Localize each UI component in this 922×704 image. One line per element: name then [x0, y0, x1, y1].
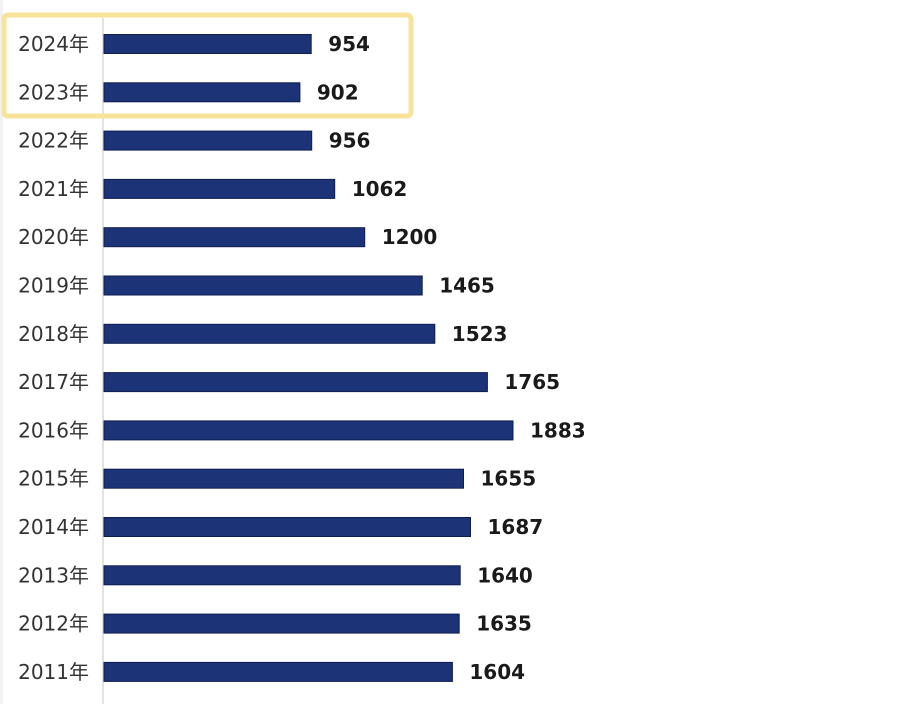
category-label-12: 2012年 — [18, 612, 89, 636]
category-labels-group: 2024年 2023年 2022年 2021年 2020年 2019年 2018年 2017年… — [18, 32, 89, 684]
bar-0 — [103, 34, 312, 54]
value-label-6: 1523 — [452, 322, 508, 346]
bar-5 — [103, 275, 423, 296]
bar-9 — [103, 468, 464, 489]
value-label-0: 954 — [328, 32, 370, 56]
category-label-2: 2022年 — [18, 129, 89, 153]
value-label-5: 1465 — [439, 274, 495, 298]
value-label-13: 1604 — [469, 660, 525, 684]
bar-3 — [103, 178, 336, 199]
category-label-3: 2021年 — [18, 177, 89, 201]
bar-7 — [103, 372, 488, 393]
category-label-8: 2016年 — [18, 418, 89, 442]
bar-12 — [103, 613, 460, 634]
bar-1 — [103, 82, 301, 103]
bar-13 — [103, 661, 453, 682]
category-label-11: 2013年 — [18, 563, 89, 587]
value-label-4: 1200 — [382, 225, 438, 249]
value-label-9: 1655 — [481, 467, 537, 491]
value-label-12: 1635 — [476, 612, 532, 636]
bars-group — [103, 34, 514, 682]
bar-4 — [103, 227, 366, 248]
bar-11 — [103, 565, 461, 586]
bar-6 — [103, 323, 436, 344]
value-label-7: 1765 — [504, 370, 560, 394]
category-label-7: 2017年 — [18, 370, 89, 394]
left-panel-edge — [0, 0, 3, 704]
category-label-4: 2020年 — [18, 225, 89, 249]
category-label-5: 2019年 — [18, 274, 89, 298]
category-label-9: 2015年 — [18, 467, 89, 491]
value-label-2: 956 — [329, 129, 371, 153]
value-label-10: 1687 — [488, 515, 544, 539]
value-label-11: 1640 — [477, 563, 533, 587]
category-label-1: 2023年 — [18, 80, 89, 104]
category-label-10: 2014年 — [18, 515, 89, 539]
value-label-1: 902 — [317, 80, 359, 104]
bar-2 — [103, 130, 313, 151]
category-label-6: 2018年 — [18, 322, 89, 346]
highlight-box — [1, 12, 414, 119]
value-label-3: 1062 — [352, 177, 408, 201]
category-label-13: 2011年 — [18, 660, 89, 684]
bar-8 — [103, 420, 514, 441]
value-label-8: 1883 — [530, 418, 586, 442]
category-label-0: 2024年 — [18, 32, 89, 56]
bar-10 — [103, 517, 471, 537]
value-labels-group: 954 902 956 1062 1200 1465 1523 1765 1883 1655 168… — [317, 32, 586, 684]
